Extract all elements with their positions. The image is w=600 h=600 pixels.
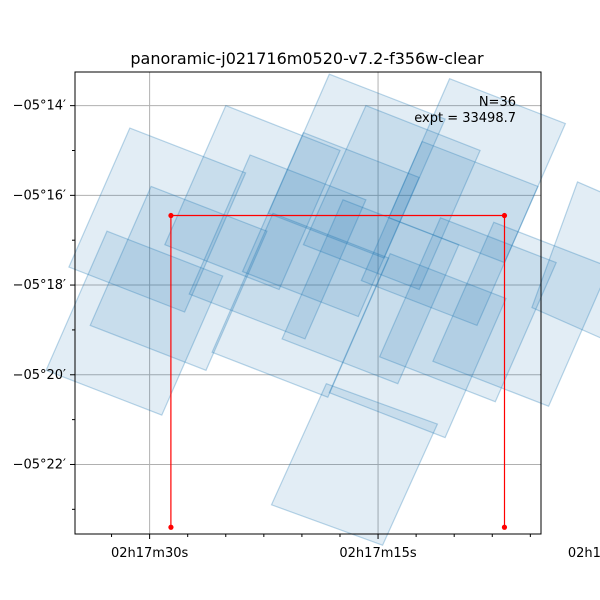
outline-vertex-marker — [501, 524, 508, 530]
footprint-16 — [432, 221, 600, 407]
footprint-11 — [211, 212, 390, 398]
grid-layer — [75, 72, 541, 534]
selection-outline — [170, 214, 506, 528]
y-tick-label: −05°20′ — [13, 368, 66, 383]
outline-vertex-marker — [501, 212, 508, 219]
exposure-annotation: expt = 33498.7 — [414, 111, 516, 126]
outline-vertex-marker — [168, 212, 174, 219]
footprint-13 — [281, 199, 460, 385]
footprint-6 — [302, 104, 481, 291]
plot-frame — [74, 71, 542, 535]
footprint-17 — [270, 382, 439, 546]
y-tick-label: −05°16′ — [13, 188, 66, 203]
footprint-4 — [267, 73, 446, 259]
footprint-10 — [45, 230, 224, 416]
x-tick-label: 02h17m15s — [339, 546, 417, 561]
footprint-14 — [378, 217, 558, 403]
chart-title: panoramic-j021716m0520-v7.2-f356w-clear — [130, 49, 484, 68]
footprint-9 — [89, 185, 268, 372]
footprint-7 — [360, 140, 539, 327]
footprint-5 — [68, 127, 247, 313]
footprint-15 — [531, 181, 600, 339]
footprint-2 — [241, 131, 421, 318]
footprint-layer — [45, 73, 600, 546]
outline-layer — [168, 212, 508, 530]
y-tick-label: −05°14′ — [13, 99, 66, 114]
footprint-1 — [163, 104, 341, 291]
outline-vertex-marker — [168, 524, 174, 530]
count-annotation: N=36 — [479, 95, 516, 110]
footprint-3 — [188, 154, 367, 340]
tick-layer: 02h17m30s 02h17m15s 02h17m00s −05°14′ −05°16… — [13, 99, 600, 561]
x-tick-label: 02h17m30s — [111, 546, 189, 561]
x-tick-label: 02h17m00s — [568, 546, 600, 561]
footprint-12 — [328, 252, 507, 439]
y-tick-label: −05°22′ — [13, 457, 66, 472]
y-tick-label: −05°18′ — [13, 278, 66, 293]
